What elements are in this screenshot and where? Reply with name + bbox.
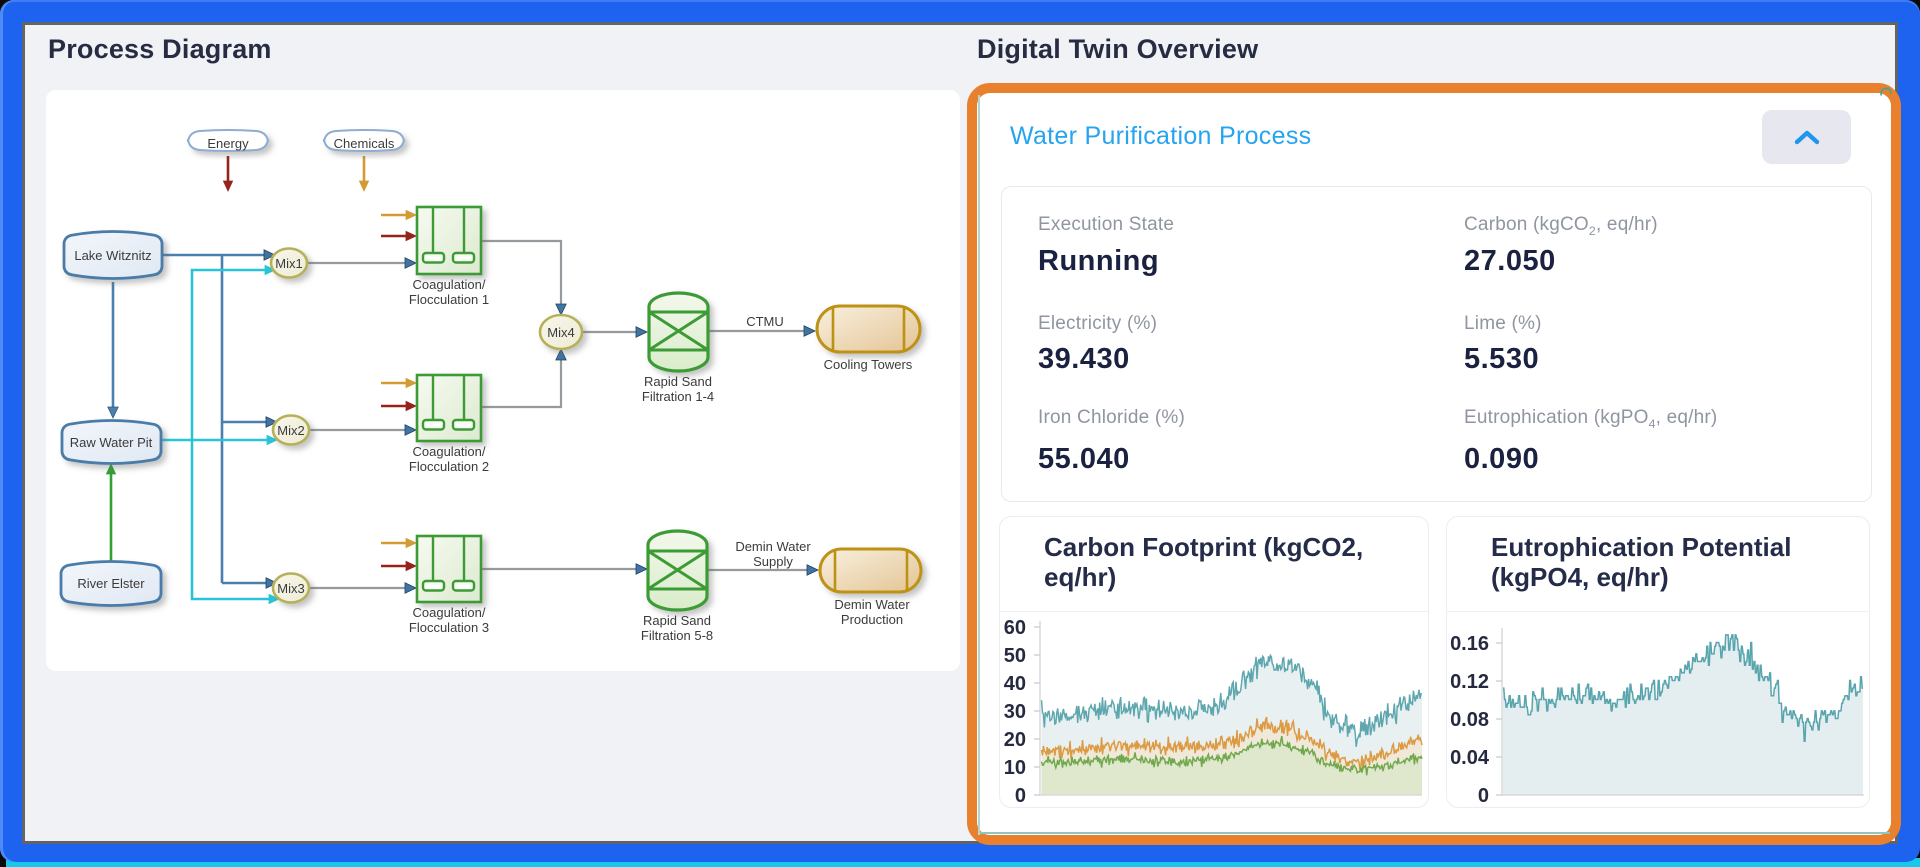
svg-text:0.12: 0.12 [1450,671,1489,693]
svg-text:Flocculation 1: Flocculation 1 [409,292,489,307]
svg-text:Cooling Towers: Cooling Towers [824,357,913,372]
svg-text:Demin Water: Demin Water [834,597,910,612]
svg-text:Filtration 5-8: Filtration 5-8 [641,628,713,643]
svg-text:10: 10 [1004,757,1026,779]
svg-text:CTMU: CTMU [746,314,784,329]
svg-text:0: 0 [1478,785,1489,807]
svg-text:River Elster: River Elster [77,576,145,591]
svg-text:Coagulation/: Coagulation/ [413,605,486,620]
svg-text:Supply: Supply [753,554,793,569]
svg-text:0.08: 0.08 [1450,709,1489,731]
svg-text:40: 40 [1004,673,1026,695]
svg-text:Mix2: Mix2 [277,423,304,438]
svg-text:Filtration 1-4: Filtration 1-4 [642,389,714,404]
svg-text:Chemicals: Chemicals [334,136,395,151]
svg-text:30: 30 [1004,701,1026,723]
svg-text:0.16: 0.16 [1450,633,1489,655]
svg-text:Demin Water: Demin Water [735,539,811,554]
svg-text:50: 50 [1004,645,1026,667]
svg-text:60: 60 [1004,617,1026,639]
svg-text:Rapid Sand: Rapid Sand [643,613,711,628]
svg-text:Lake Witznitz: Lake Witznitz [74,248,151,263]
svg-text:Energy: Energy [207,136,249,151]
svg-text:Production: Production [841,612,903,627]
svg-text:Rapid Sand: Rapid Sand [644,374,712,389]
svg-text:Coagulation/: Coagulation/ [413,444,486,459]
svg-text:Flocculation 3: Flocculation 3 [409,620,489,635]
svg-text:0.04: 0.04 [1450,747,1490,769]
svg-text:Raw Water Pit: Raw Water Pit [70,435,153,450]
svg-text:Mix3: Mix3 [277,581,304,596]
svg-text:Mix1: Mix1 [275,256,302,271]
svg-text:Mix4: Mix4 [547,325,574,340]
svg-text:Flocculation 2: Flocculation 2 [409,459,489,474]
svg-text:20: 20 [1004,729,1026,751]
svg-text:0: 0 [1015,785,1026,807]
svg-text:Coagulation/: Coagulation/ [413,277,486,292]
